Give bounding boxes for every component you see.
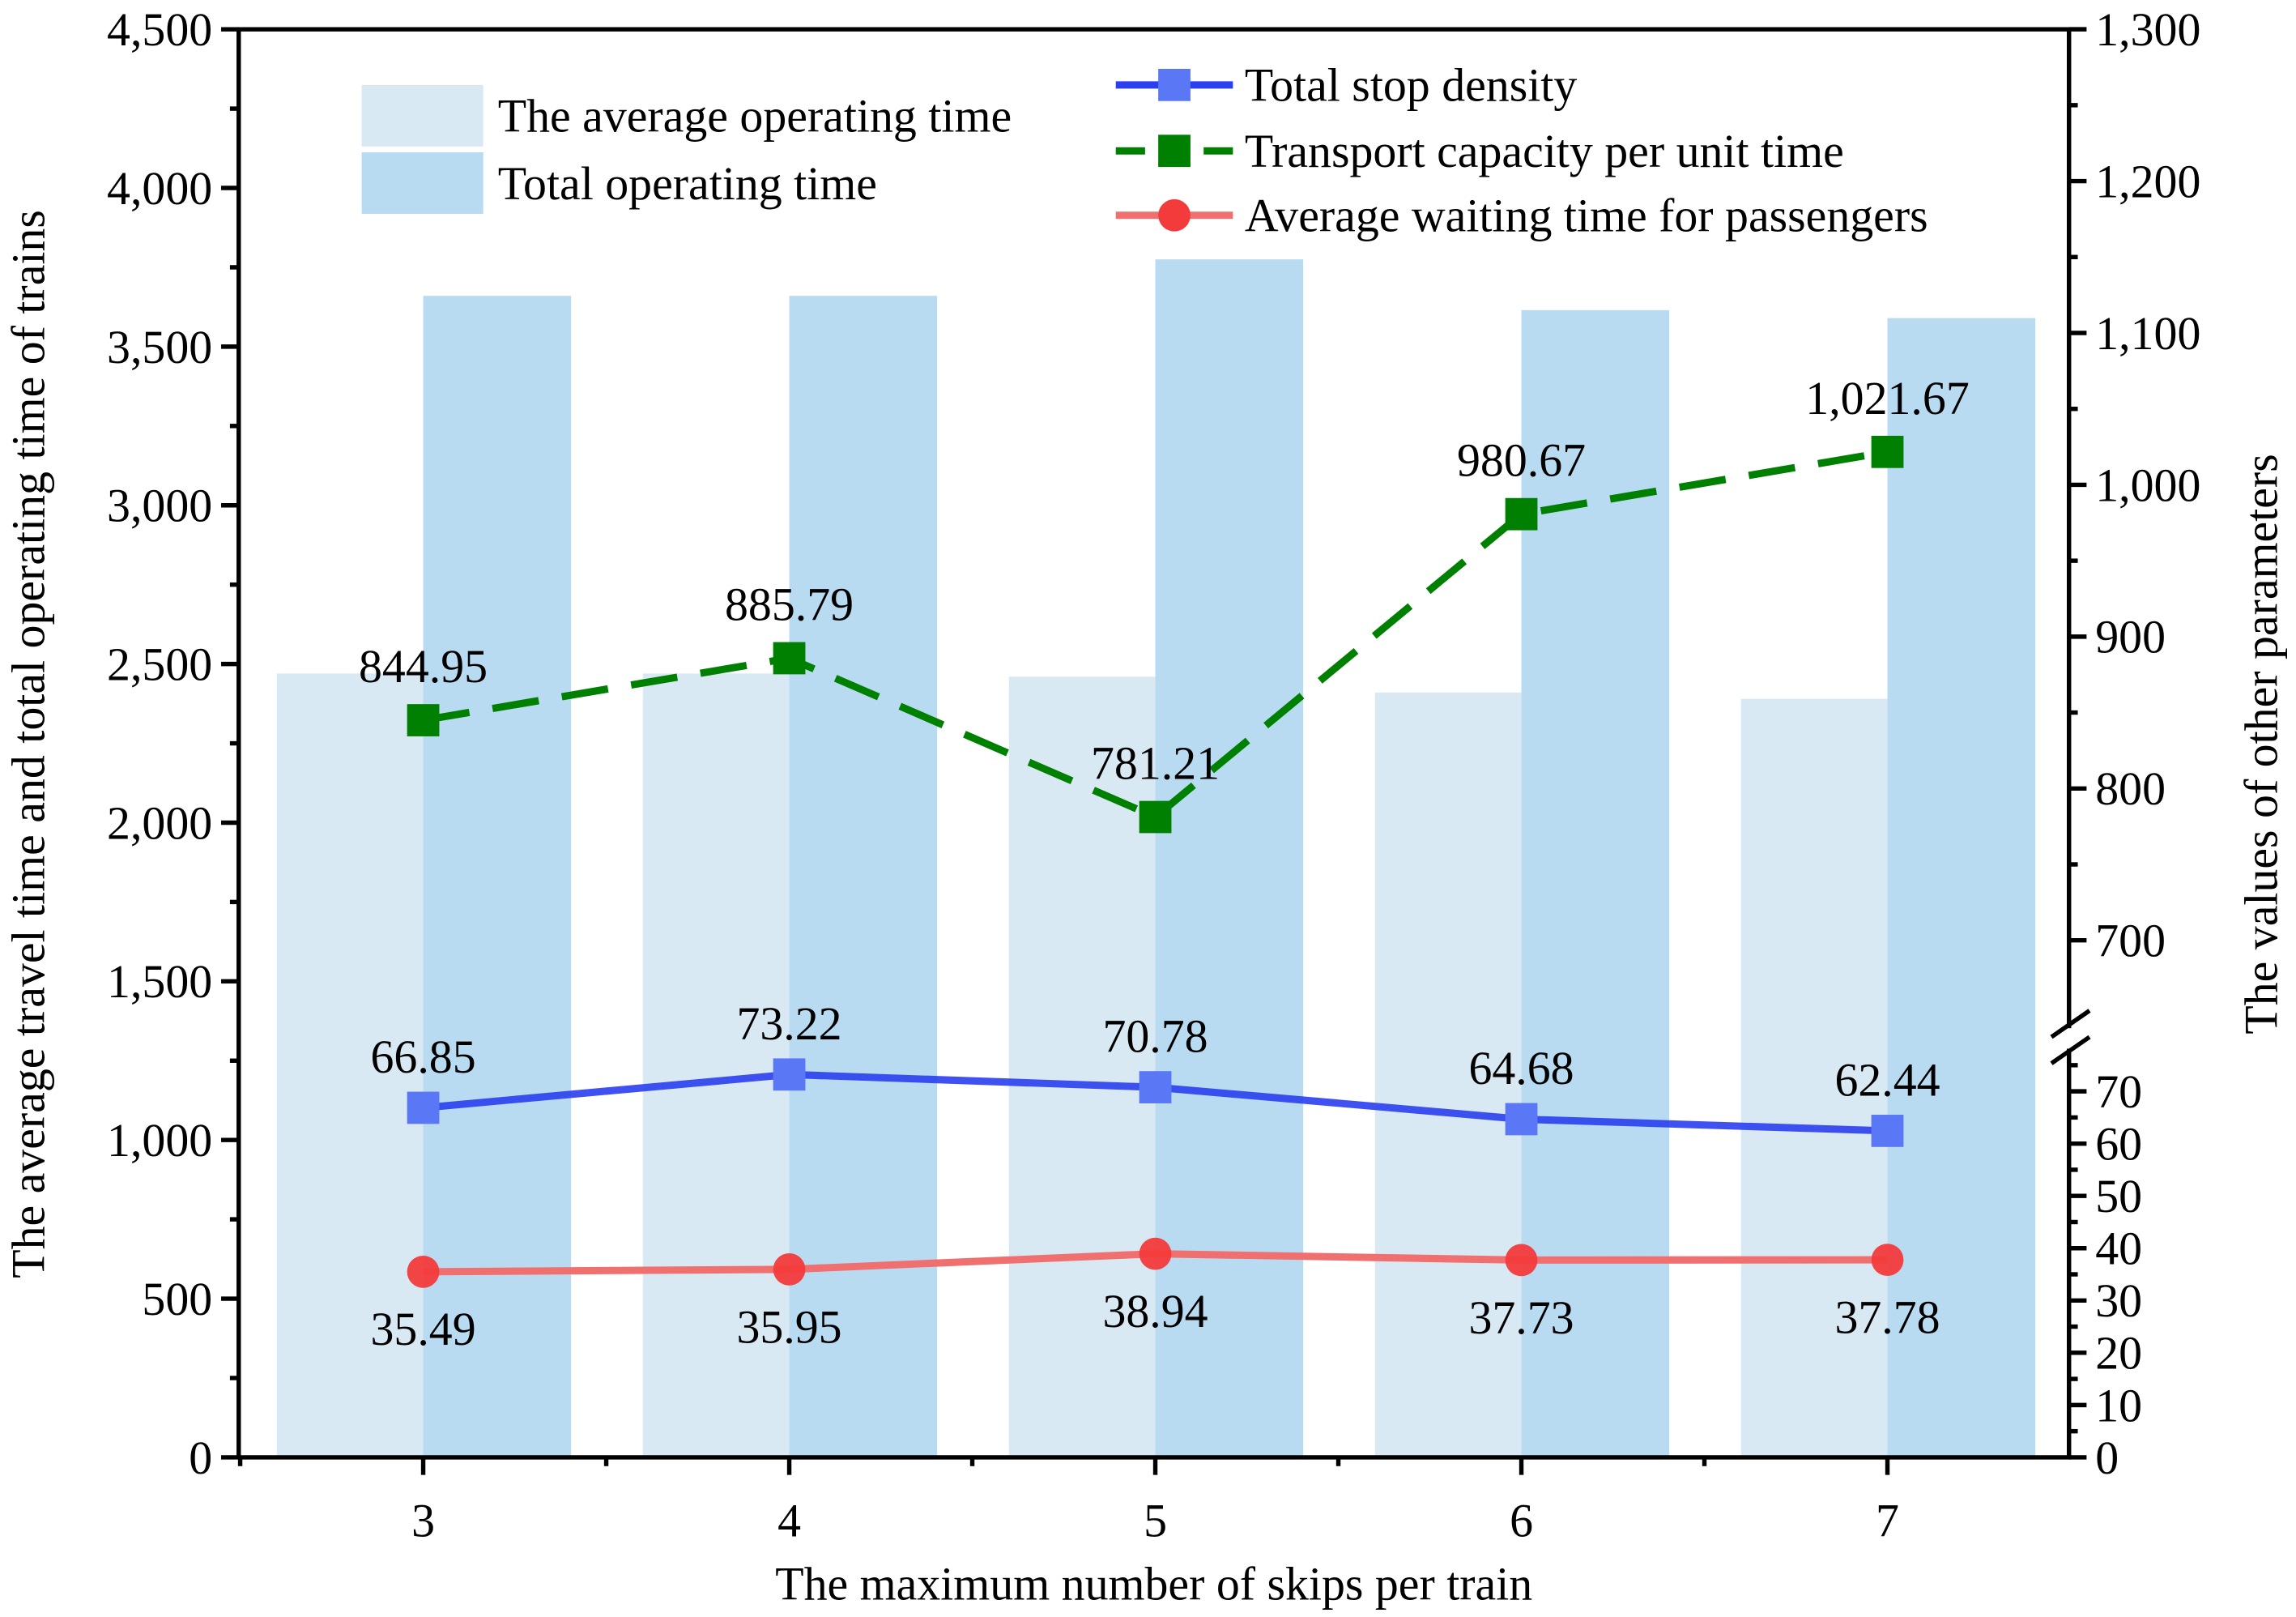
data-point-marker xyxy=(1505,1103,1538,1136)
right-axis-tick-label: 800 xyxy=(2095,762,2166,815)
right-axis-tick-label: 1,200 xyxy=(2095,155,2200,207)
x-axis-tick-label: 7 xyxy=(1876,1495,1899,1547)
x-axis-tick-label: 3 xyxy=(411,1495,435,1547)
x-axis-tick-label: 5 xyxy=(1144,1495,1167,1547)
left-axis-tick-label: 1,500 xyxy=(107,955,212,1008)
data-label: 64.68 xyxy=(1468,1042,1574,1094)
left-axis-tick-label: 3,500 xyxy=(107,321,212,373)
left-axis-tick-label: 500 xyxy=(142,1273,212,1325)
data-point-marker xyxy=(773,1253,806,1286)
data-label: 66.85 xyxy=(370,1030,475,1083)
data-label: 844.95 xyxy=(359,640,488,693)
data-point-marker xyxy=(773,642,806,675)
bar-average-operating-time xyxy=(1740,698,1889,1457)
data-point-marker xyxy=(1505,1244,1538,1277)
right-axis-label: The values of other parameters xyxy=(2234,454,2287,1034)
bar-total-operating-time xyxy=(1155,259,1304,1457)
legend-label: Average waiting time for passengers xyxy=(1245,190,1928,242)
x-axis-label: The maximum number of skips per train xyxy=(775,1557,1532,1610)
left-axis-tick-label: 4,000 xyxy=(107,162,212,215)
data-label: 35.95 xyxy=(736,1300,841,1353)
data-point-marker xyxy=(773,1058,806,1091)
right-axis-tick-label: 1,000 xyxy=(2095,459,2200,511)
x-axis-tick-label: 4 xyxy=(777,1495,801,1547)
data-label: 62.44 xyxy=(1834,1054,1940,1107)
right-axis-tick-label: 20 xyxy=(2095,1327,2142,1380)
right-axis-tick-label: 0 xyxy=(2095,1431,2119,1484)
data-label: 980.67 xyxy=(1457,434,1586,487)
data-label: 885.79 xyxy=(725,578,854,630)
right-axis-tick-label: 40 xyxy=(2095,1222,2142,1275)
legend-label: Transport capacity per unit time xyxy=(1245,125,1844,177)
data-label: 70.78 xyxy=(1102,1010,1208,1063)
legend-marker xyxy=(1158,68,1191,101)
right-axis-tick-label: 50 xyxy=(2095,1170,2142,1222)
data-label: 781.21 xyxy=(1091,736,1220,789)
bar-total-operating-time xyxy=(1521,309,1670,1457)
right-axis-tick-label: 60 xyxy=(2095,1118,2142,1171)
data-label: 38.94 xyxy=(1102,1285,1208,1338)
axis-break-gap xyxy=(2060,1028,2078,1049)
legend-swatch xyxy=(361,84,483,147)
legend-marker xyxy=(1158,198,1191,232)
data-point-marker xyxy=(1139,1237,1172,1270)
right-axis-tick-label: 1,300 xyxy=(2095,3,2200,56)
right-axis-tick-label: 900 xyxy=(2095,611,2166,663)
data-label: 73.22 xyxy=(736,997,841,1050)
bar-total-operating-time xyxy=(423,296,572,1457)
data-point-marker xyxy=(1871,435,1904,468)
left-axis-tick-label: 1,000 xyxy=(107,1114,212,1167)
data-point-marker xyxy=(407,704,440,736)
bar-average-operating-time xyxy=(1374,692,1523,1457)
data-point-marker xyxy=(1139,800,1172,834)
legend-label: Total operating time xyxy=(498,157,877,210)
data-point-marker xyxy=(407,1091,440,1124)
legend-marker xyxy=(1158,134,1191,168)
right-axis-tick-label: 30 xyxy=(2095,1274,2142,1327)
right-axis-tick-label: 700 xyxy=(2095,915,2166,967)
right-axis-tick-label: 1,100 xyxy=(2095,307,2200,360)
legend-label: The average operating time xyxy=(498,90,1012,143)
left-axis-tick-label: 3,000 xyxy=(107,480,212,532)
left-axis-tick-label: 0 xyxy=(189,1431,212,1484)
right-axis-tick-label: 70 xyxy=(2095,1065,2142,1118)
axis-break-mark xyxy=(2050,1035,2091,1065)
data-point-marker xyxy=(1871,1115,1904,1147)
left-axis-tick-label: 2,500 xyxy=(107,638,212,691)
bar-total-operating-time xyxy=(789,296,938,1457)
left-axis-tick-label: 2,000 xyxy=(107,796,212,849)
left-axis-tick-label: 4,500 xyxy=(107,3,212,56)
data-label: 1,021.67 xyxy=(1805,372,1969,425)
data-point-marker xyxy=(1871,1244,1904,1276)
data-label: 37.73 xyxy=(1468,1291,1574,1344)
axis-break-mark xyxy=(2050,1009,2091,1039)
bar-average-operating-time xyxy=(642,673,791,1457)
legend-swatch xyxy=(361,152,483,214)
data-label: 35.49 xyxy=(370,1303,475,1355)
data-label: 37.78 xyxy=(1834,1291,1940,1343)
data-point-marker xyxy=(1139,1071,1172,1103)
x-axis-tick-label: 6 xyxy=(1510,1495,1533,1547)
bar-average-operating-time xyxy=(276,673,425,1457)
left-axis-label: The average travel time and total operat… xyxy=(2,210,54,1278)
data-point-marker xyxy=(407,1255,440,1288)
legend-label: Total stop density xyxy=(1245,59,1578,112)
bar-average-operating-time xyxy=(1008,676,1157,1457)
right-axis-tick-label: 10 xyxy=(2095,1379,2142,1431)
data-point-marker xyxy=(1505,497,1538,531)
series-line-1 xyxy=(422,448,1889,821)
bar-total-operating-time xyxy=(1887,318,2036,1457)
